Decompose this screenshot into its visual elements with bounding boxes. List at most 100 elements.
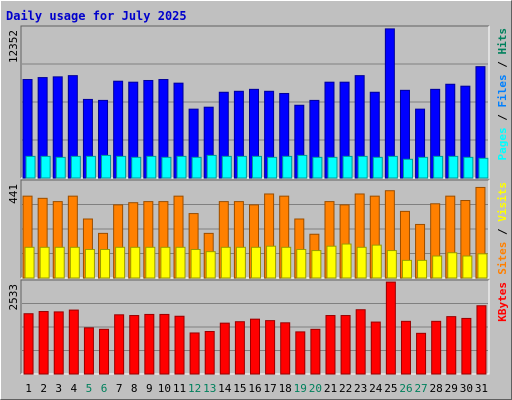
bar-visits-visits-6 [100, 248, 111, 279]
bar-kbytes-kbytes-9 [144, 313, 155, 375]
bar-hits-pages-14 [221, 155, 232, 179]
legend-hits: Pages / Files / Hits [496, 28, 509, 161]
bar-kbytes-kbytes-29 [446, 316, 457, 375]
bar-hits-pages-4 [70, 155, 81, 179]
bar-kbytes-kbytes-6 [99, 328, 110, 375]
bar-kbytes-kbytes-8 [129, 315, 140, 375]
bar-kbytes-kbytes-28 [431, 320, 442, 375]
x-tick-label-17: 17 [263, 382, 276, 395]
bar-kbytes-kbytes-22 [340, 315, 351, 375]
bar-hits-pages-15 [236, 155, 247, 179]
x-tick-label-25: 25 [384, 382, 397, 395]
legend-entry-hits-3: / [496, 61, 509, 75]
bar-kbytes-kbytes-11 [174, 315, 185, 375]
bar-kbytes-kbytes-26 [400, 320, 411, 375]
bar-kbytes-kbytes-18 [280, 322, 291, 375]
x-tick-label-4: 4 [71, 382, 78, 395]
bar-visits-visits-5 [84, 248, 95, 279]
bar-visits-visits-12 [190, 248, 201, 279]
bar-kbytes-kbytes-14 [219, 322, 230, 375]
bar-hits-pages-2 [40, 155, 51, 179]
bar-visits-visits-3 [54, 246, 65, 279]
x-tick-label-1: 1 [25, 382, 32, 395]
bar-visits-visits-7 [115, 246, 126, 279]
plot-frame-visits [20, 179, 489, 278]
x-tick-label-10: 10 [158, 382, 171, 395]
bar-visits-visits-26 [401, 259, 412, 279]
bar-hits-pages-7 [116, 155, 127, 179]
x-tick-label-24: 24 [369, 382, 383, 395]
bar-kbytes-kbytes-12 [189, 332, 200, 375]
legend-entry-visits-0: Sites [496, 242, 509, 275]
bar-visits-visits-31 [477, 253, 488, 279]
y-max-label-kbytes: 2533 [7, 284, 20, 311]
x-tick-label-3: 3 [55, 382, 62, 395]
bar-hits-pages-22 [342, 155, 353, 179]
x-tick-label-27: 27 [414, 382, 427, 395]
x-tick-label-18: 18 [279, 382, 292, 395]
legend-entry-hits-0: Pages [496, 127, 509, 160]
panel-visits: 441 Sites / Visits [7, 179, 509, 279]
legend-entry-kbytes-0: KBytes [496, 282, 509, 322]
x-tick-label-9: 9 [146, 382, 153, 395]
x-tick-label-22: 22 [339, 382, 352, 395]
bar-visits-visits-29 [447, 252, 458, 279]
x-tick-label-12: 12 [188, 382, 201, 395]
bar-kbytes-kbytes-5 [83, 327, 94, 375]
bar-visits-visits-13 [205, 251, 216, 279]
x-tick-label-16: 16 [248, 382, 261, 395]
bar-hits-pages-28 [433, 155, 444, 179]
bar-hits-pages-31 [478, 157, 489, 179]
x-tick-labels: 1 2 3 4 5 6 7 8 9 10 11 12 13 14 15 16 17 18 19 20 21 22 23 24 2… [25, 382, 488, 395]
bar-kbytes-kbytes-27 [416, 332, 427, 375]
legend-entry-visits-2: Visits [496, 182, 509, 228]
bar-hits-pages-24 [372, 156, 383, 179]
bar-visits-visits-25 [386, 250, 397, 279]
bar-hits-pages-1 [25, 155, 36, 179]
bar-kbytes-kbytes-4 [68, 309, 79, 375]
x-tick-label-23: 23 [354, 382, 367, 395]
bar-visits-visits-4 [69, 246, 80, 279]
bar-hits-pages-10 [161, 156, 172, 179]
bar-hits-pages-13 [206, 154, 217, 179]
panel-kbytes: 2533 KBytes [7, 279, 509, 375]
bar-kbytes-kbytes-21 [325, 315, 336, 375]
bar-visits-visits-21 [326, 245, 337, 279]
bar-kbytes-kbytes-3 [53, 311, 64, 375]
bar-hits-pages-26 [402, 158, 413, 179]
x-tick-label-21: 21 [324, 382, 337, 395]
bar-kbytes-kbytes-19 [295, 331, 306, 375]
bar-visits-visits-30 [462, 255, 473, 279]
bar-kbytes-kbytes-20 [310, 328, 321, 375]
bar-visits-visits-9 [145, 246, 156, 279]
x-tick-label-29: 29 [445, 382, 458, 395]
bar-kbytes-kbytes-30 [461, 317, 472, 375]
legend-entry-hits-4: Hits [496, 28, 509, 61]
legend-entry-hits-1: / [496, 114, 509, 128]
bar-visits-visits-14 [220, 246, 231, 279]
bar-kbytes-kbytes-7 [114, 314, 125, 375]
chart-title: Daily usage for July 2025 [6, 9, 187, 23]
bar-visits-visits-19 [296, 248, 307, 279]
bar-kbytes-kbytes-1 [23, 313, 34, 375]
bar-hits-pages-16 [252, 155, 262, 179]
bar-hits-pages-6 [101, 154, 112, 179]
bar-hits-pages-17 [267, 156, 278, 179]
bar-visits-visits-10 [160, 246, 171, 279]
bar-hits-pages-29 [448, 155, 459, 179]
legend-entry-visits-1: / [496, 228, 509, 242]
bar-visits-visits-22 [341, 243, 352, 279]
bar-visits-visits-27 [417, 259, 428, 279]
bar-hits-pages-23 [357, 155, 368, 179]
bar-kbytes-kbytes-15 [234, 321, 245, 375]
bar-hits-pages-27 [418, 156, 429, 179]
bar-visits-visits-28 [432, 255, 443, 279]
x-tick-label-26: 26 [399, 382, 412, 395]
bar-hits-pages-3 [55, 156, 66, 179]
bar-hits-pages-18 [282, 155, 293, 179]
plot-frame-hits [20, 25, 489, 178]
legend-kbytes: KBytes [496, 282, 509, 322]
bar-hits-pages-12 [191, 156, 202, 179]
y-max-label-hits: 12352 [7, 30, 20, 63]
